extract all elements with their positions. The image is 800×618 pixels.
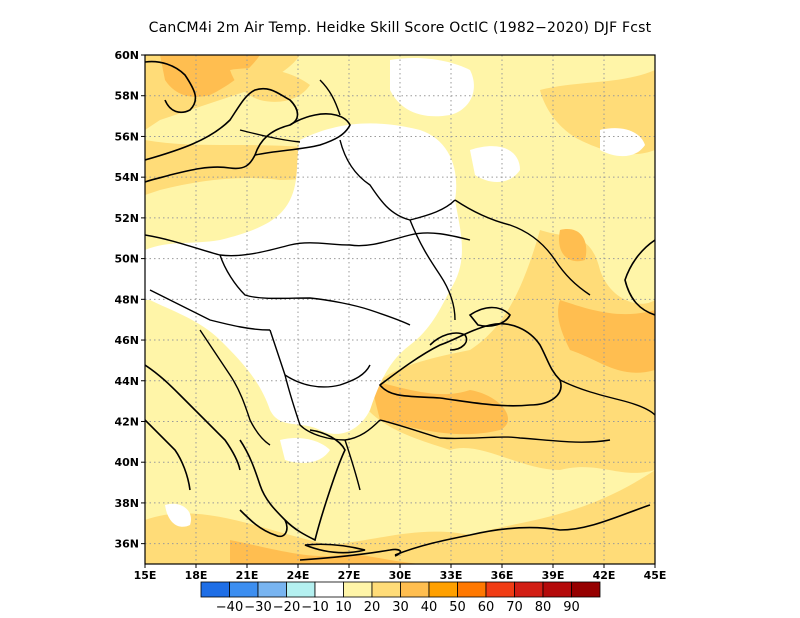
x-tick-label: 15E bbox=[134, 569, 157, 582]
colorbar-swatch bbox=[571, 581, 601, 598]
colorbar-swatch bbox=[485, 581, 515, 598]
colorbar-swatch bbox=[457, 581, 487, 598]
map-title: CanCM4i 2m Air Temp. Heidke Skill Score … bbox=[148, 20, 652, 36]
colorbar-tick-label: 70 bbox=[506, 600, 523, 615]
colorbar-swatch bbox=[428, 581, 458, 598]
colorbar-swatch bbox=[371, 581, 401, 598]
x-tick-label: 42E bbox=[593, 569, 616, 582]
x-tick-label: 21E bbox=[236, 569, 259, 582]
colorbar-labels: −40 −30 −20 −10 10 20 30 40 50 60 70 80 90 bbox=[216, 600, 580, 615]
colorbar-swatch bbox=[514, 581, 544, 598]
colorbar-tick-label: 20 bbox=[364, 600, 381, 615]
y-tick-label: 54N bbox=[114, 171, 139, 184]
colorbar-swatch bbox=[314, 581, 344, 598]
x-tick-label: 36E bbox=[491, 569, 514, 582]
x-tick-label: 27E bbox=[338, 569, 361, 582]
colorbar-tick-label: 30 bbox=[392, 600, 409, 615]
colorbar-tick-label: 80 bbox=[535, 600, 552, 615]
x-axis-labels: 15E 18E 21E 24E 27E 30E 33E 36E 39E 42E 45E bbox=[134, 569, 667, 582]
colorbar-tick-label: −30 bbox=[244, 600, 271, 615]
colorbar-swatch bbox=[542, 581, 572, 598]
skill-score-field bbox=[145, 55, 655, 564]
coastlines bbox=[145, 60, 655, 561]
colorbar-tick-label: −10 bbox=[301, 600, 328, 615]
x-tick-label: 18E bbox=[185, 569, 208, 582]
colorbar-swatch bbox=[343, 581, 373, 598]
y-tick-label: 40N bbox=[114, 456, 139, 469]
colorbar-tick-label: −40 bbox=[216, 600, 243, 615]
y-tick-label: 38N bbox=[114, 497, 139, 510]
colorbar bbox=[200, 581, 601, 598]
x-tick-label: 24E bbox=[287, 569, 310, 582]
y-tick-label: 42N bbox=[114, 415, 139, 428]
y-tick-label: 46N bbox=[114, 334, 139, 347]
colorbar-tick-label: 60 bbox=[478, 600, 495, 615]
y-tick-label: 56N bbox=[114, 130, 139, 143]
x-tick-label: 39E bbox=[542, 569, 565, 582]
y-tick-label: 48N bbox=[114, 293, 139, 306]
colorbar-swatch bbox=[286, 581, 316, 598]
x-tick-label: 30E bbox=[389, 569, 412, 582]
x-tick-label: 45E bbox=[644, 569, 667, 582]
colorbar-tick-label: 50 bbox=[449, 600, 466, 615]
y-tick-label: 58N bbox=[114, 90, 139, 103]
axis-ticks bbox=[141, 54, 656, 568]
y-tick-label: 52N bbox=[114, 212, 139, 225]
x-tick-label: 33E bbox=[440, 569, 463, 582]
y-tick-label: 44N bbox=[114, 375, 139, 388]
colorbar-tick-label: −20 bbox=[273, 600, 300, 615]
colorbar-tick-label: 40 bbox=[421, 600, 438, 615]
colorbar-swatch bbox=[200, 581, 230, 598]
y-axis-labels: 36N 38N 40N 42N 44N 46N 48N 50N 52N 54N 56N 58N 60N bbox=[114, 49, 139, 551]
country-borders bbox=[145, 79, 655, 491]
colorbar-swatch bbox=[229, 581, 259, 598]
y-tick-label: 60N bbox=[114, 49, 139, 62]
colorbar-swatch bbox=[400, 581, 430, 598]
gridlines bbox=[145, 55, 655, 564]
colorbar-tick-label: 90 bbox=[563, 600, 580, 615]
y-tick-label: 36N bbox=[114, 538, 139, 551]
y-tick-label: 50N bbox=[114, 253, 139, 266]
colorbar-swatch bbox=[257, 581, 287, 598]
colorbar-tick-label: 10 bbox=[335, 600, 352, 615]
